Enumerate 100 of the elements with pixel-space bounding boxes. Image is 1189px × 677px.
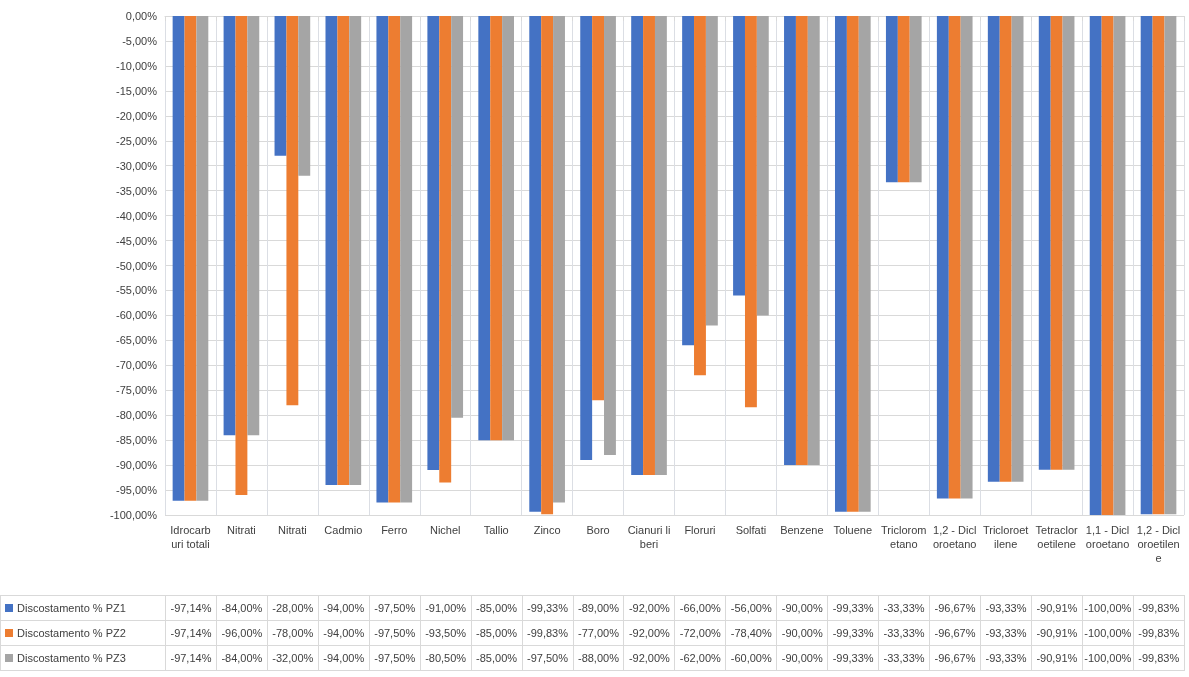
data-label: -33,33%: [878, 645, 930, 671]
data-label: -97,14%: [165, 620, 217, 646]
data-label: -99,83%: [1133, 595, 1185, 621]
data-label: -93,33%: [980, 645, 1032, 671]
legend-label: Discostamento % PZ3: [0, 645, 166, 671]
data-label: -96,67%: [929, 595, 981, 621]
data-label: -92,00%: [623, 645, 675, 671]
data-label: -99,83%: [1133, 645, 1185, 671]
y-tick-label: -10,00%: [116, 59, 158, 72]
data-label: -96,67%: [929, 620, 981, 646]
data-label: -91,00%: [420, 595, 472, 621]
data-label: -89,00%: [573, 595, 624, 621]
x-tick-label: Tricloroetilene: [982, 524, 1029, 550]
x-tick-label: 1,2 - Dicloroetilene: [1136, 524, 1181, 564]
y-tick-label: -35,00%: [116, 184, 158, 197]
data-label: -66,00%: [674, 595, 726, 621]
x-tick-label: 1,1 - Dicloroetano: [1085, 524, 1130, 550]
x-tick-label: Cianuri liberi: [627, 524, 671, 550]
data-label: -90,91%: [1031, 620, 1083, 646]
x-tick-label: Tetracloroetilene: [1035, 524, 1079, 550]
data-label: -92,00%: [623, 620, 675, 646]
y-tick-label: 0,00%: [125, 10, 158, 22]
y-tick-label: -30,00%: [116, 159, 158, 172]
data-label: -99,33%: [827, 595, 879, 621]
x-tick-label: Tallio: [483, 524, 509, 536]
data-label: -99,33%: [827, 620, 879, 646]
y-tick-label: -45,00%: [116, 234, 158, 247]
x-tick-label: Nitrati: [227, 524, 256, 536]
data-label: -92,00%: [623, 595, 675, 621]
data-label: -93,33%: [980, 620, 1032, 646]
data-label: -56,00%: [725, 595, 777, 621]
data-label: -78,40%: [725, 620, 777, 646]
y-tick-label: -20,00%: [116, 109, 158, 122]
data-label: -99,33%: [827, 645, 879, 671]
y-tick-label: -50,00%: [116, 259, 158, 272]
y-tick-label: -55,00%: [116, 284, 158, 297]
data-label: -32,00%: [267, 645, 319, 671]
data-label: -93,33%: [980, 595, 1032, 621]
x-tick-label: Cadmio: [324, 524, 363, 536]
x-tick-label: Benzene: [780, 524, 824, 536]
data-label: -90,91%: [1031, 595, 1083, 621]
data-label: -85,00%: [471, 645, 523, 671]
x-tick-label: Zinco: [533, 524, 561, 536]
x-tick-label: Solfati: [735, 524, 767, 536]
data-label: -93,50%: [420, 620, 472, 646]
data-label: -85,00%: [471, 595, 523, 621]
data-label: -90,00%: [776, 620, 828, 646]
data-label: -90,91%: [1031, 645, 1083, 671]
data-label: -96,00%: [216, 620, 268, 646]
y-tick-label: -40,00%: [116, 209, 158, 222]
y-tick-label: -60,00%: [116, 309, 158, 322]
x-tick-label: Nitrati: [278, 524, 307, 536]
x-tick-label: Nichel: [429, 524, 461, 536]
y-tick-label: -5,00%: [122, 34, 158, 47]
x-tick-label: Floruri: [684, 524, 716, 536]
data-label: -84,00%: [216, 645, 268, 671]
y-tick-label: -70,00%: [116, 359, 158, 372]
data-label: -97,50%: [369, 620, 421, 646]
legend-label: Discostamento % PZ2: [0, 620, 166, 646]
x-tick-label: Toluene: [833, 524, 873, 536]
data-label: -62,00%: [674, 645, 726, 671]
data-label: -72,00%: [674, 620, 726, 646]
y-tick-label: -15,00%: [116, 84, 158, 97]
data-label: -100,00%: [1082, 620, 1134, 646]
x-tick-label: Boro: [586, 524, 610, 536]
y-tick-label: -25,00%: [116, 134, 158, 147]
data-label: -77,00%: [573, 620, 624, 646]
y-tick-label: -100,00%: [109, 509, 158, 521]
x-tick-label: 1,2 - Dicloroetano: [933, 524, 977, 550]
data-label: -78,00%: [267, 620, 319, 646]
data-label: -88,00%: [573, 645, 624, 671]
data-label: -100,00%: [1082, 595, 1134, 621]
data-label: -97,50%: [369, 645, 421, 671]
data-label: -33,33%: [878, 595, 930, 621]
data-label: -84,00%: [216, 595, 268, 621]
y-tick-label: -75,00%: [116, 384, 158, 397]
data-label: -90,00%: [776, 595, 828, 621]
data-label: -100,00%: [1082, 645, 1134, 671]
data-label: -90,00%: [776, 645, 828, 671]
y-tick-label: -85,00%: [116, 434, 158, 447]
x-tick-label: Ferro: [381, 524, 408, 536]
data-label: -99,83%: [522, 620, 573, 646]
data-label: -96,67%: [929, 645, 981, 671]
y-tick-label: -65,00%: [116, 334, 158, 347]
data-label: -94,00%: [318, 595, 370, 621]
y-tick-label: -90,00%: [116, 459, 158, 472]
data-label: -33,33%: [878, 620, 930, 646]
data-label: -97,50%: [369, 595, 421, 621]
data-label: -85,00%: [471, 620, 523, 646]
data-label: -97,50%: [522, 645, 573, 671]
y-tick-label: -80,00%: [116, 409, 158, 422]
x-tick-label: Idrocarburi totali: [170, 524, 211, 550]
data-label: -99,83%: [1133, 620, 1185, 646]
data-label: -80,50%: [420, 645, 472, 671]
data-label: -97,14%: [165, 645, 217, 671]
data-label: -99,33%: [522, 595, 573, 621]
data-label: -60,00%: [725, 645, 777, 671]
data-label: -94,00%: [318, 620, 370, 646]
legend-label: Discostamento % PZ1: [0, 595, 166, 621]
x-tick-label: Triclorometano: [881, 524, 927, 550]
